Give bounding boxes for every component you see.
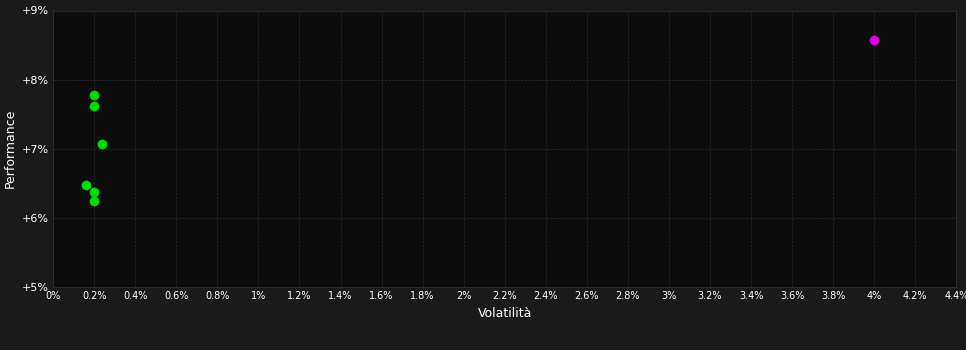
Y-axis label: Performance: Performance bbox=[3, 109, 16, 188]
Point bbox=[87, 198, 102, 203]
X-axis label: Volatilità: Volatilità bbox=[477, 307, 532, 320]
Point bbox=[95, 141, 110, 147]
Point bbox=[78, 182, 94, 188]
Point bbox=[87, 103, 102, 109]
Point bbox=[87, 189, 102, 194]
Point bbox=[867, 37, 882, 42]
Point bbox=[87, 92, 102, 98]
